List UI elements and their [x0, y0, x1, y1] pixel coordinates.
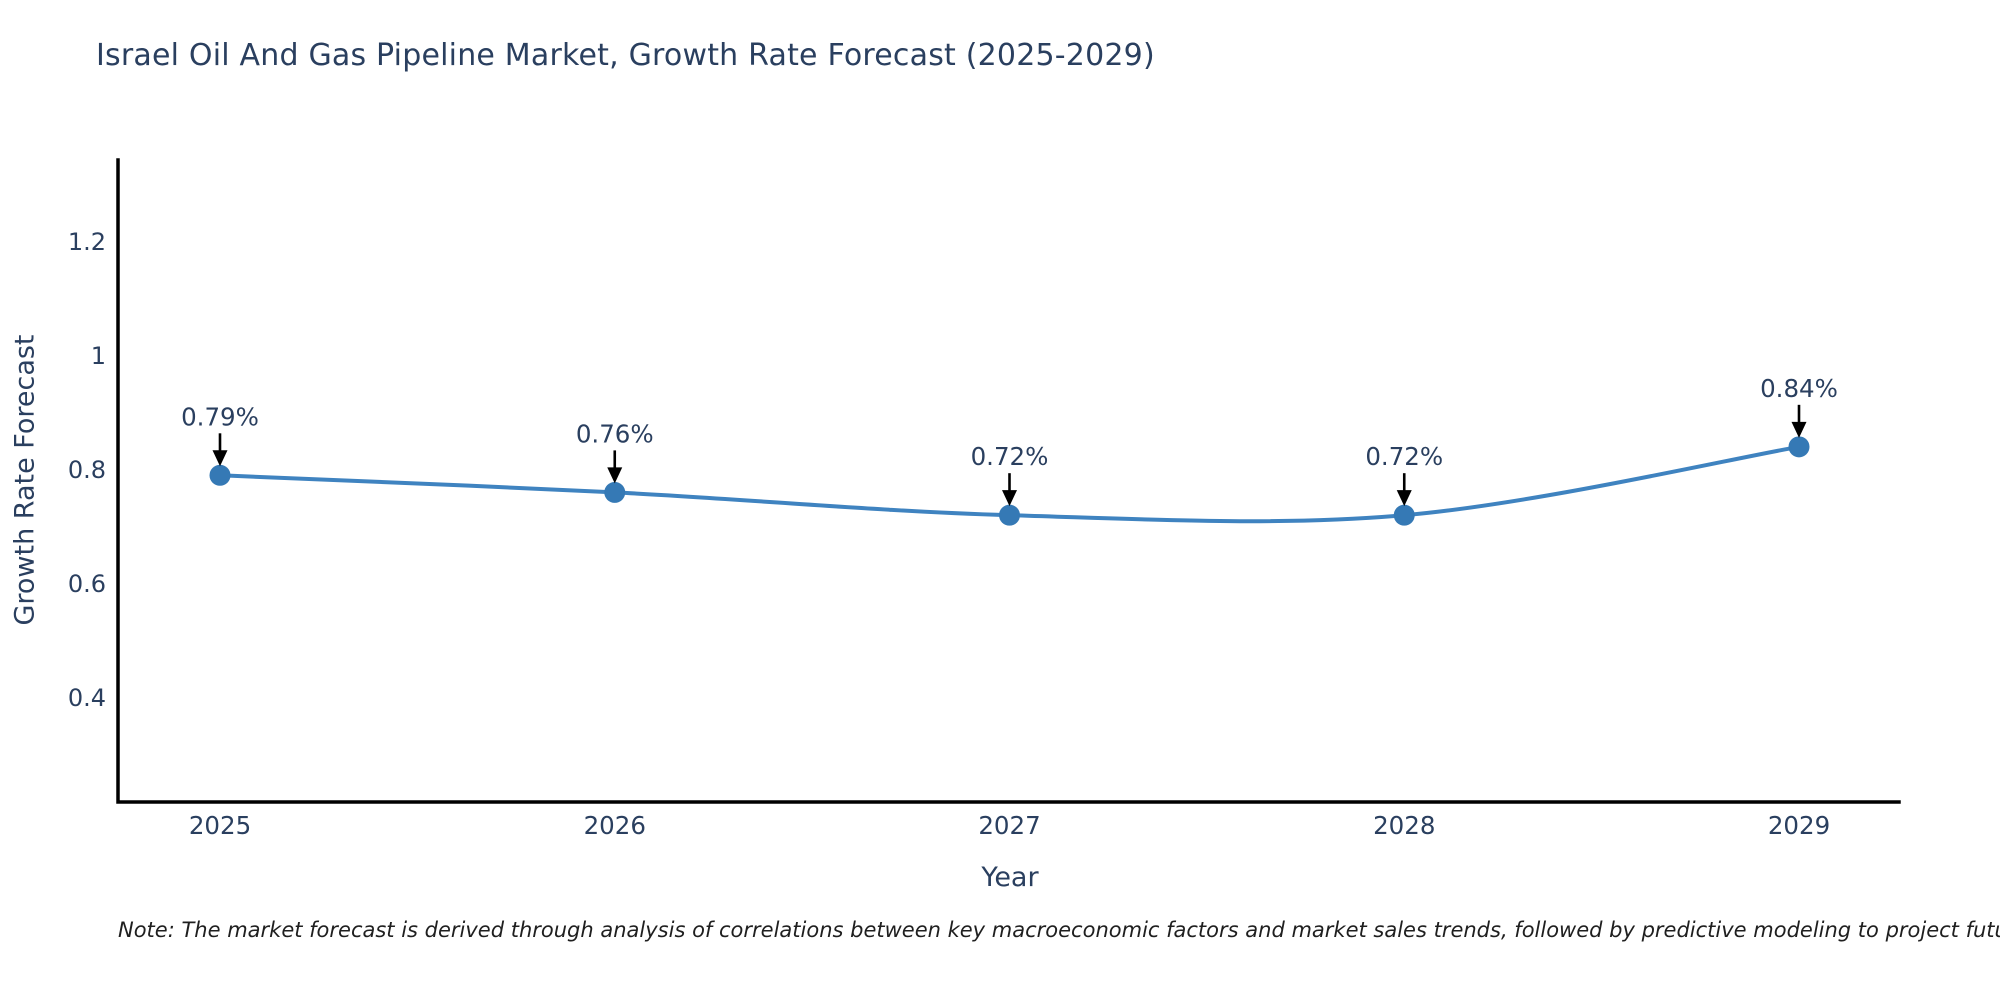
y-axis-title: Growth Rate Forecast [9, 334, 41, 626]
data-point-2028[interactable] [1393, 504, 1415, 526]
x-tick-label: 2026 [584, 811, 646, 840]
point-label-2028: 0.72% [1365, 442, 1443, 471]
data-point-2027[interactable] [999, 504, 1020, 526]
x-tick-label: 2025 [189, 811, 251, 840]
point-label-2025: 0.79% [181, 402, 259, 431]
x-tick-label: 2028 [1373, 811, 1435, 840]
x-tick-label: 2029 [1768, 811, 1830, 840]
annotation-arrowhead [1791, 421, 1807, 438]
y-tick-label: 1 [91, 342, 106, 370]
annotation-arrowhead [1002, 490, 1017, 507]
x-tick-label: 2027 [978, 811, 1040, 840]
annotation-arrowhead [607, 467, 623, 484]
point-label-2029: 0.84% [1760, 374, 1838, 403]
x-axis-title: Year [981, 862, 1039, 893]
data-point-2026[interactable] [604, 481, 626, 503]
annotation-arrowhead [1396, 490, 1412, 507]
data-point-2029[interactable] [1788, 436, 1810, 458]
y-tick-label: 0.4 [68, 684, 106, 712]
y-tick-label: 0.8 [68, 456, 106, 484]
annotation-arrowhead [212, 450, 228, 467]
chart-title: Israel Oil And Gas Pipeline Market, Grow… [96, 38, 1155, 73]
y-tick-label: 0.6 [68, 570, 106, 598]
footnote: Note: The market forecast is derived thr… [118, 918, 2000, 942]
axis-lines [116, 158, 1901, 804]
point-label-2026: 0.76% [576, 419, 654, 448]
point-label-2027: 0.72% [971, 442, 1049, 471]
y-tick-label: 1.2 [68, 228, 106, 256]
data-point-2025[interactable] [209, 464, 231, 486]
